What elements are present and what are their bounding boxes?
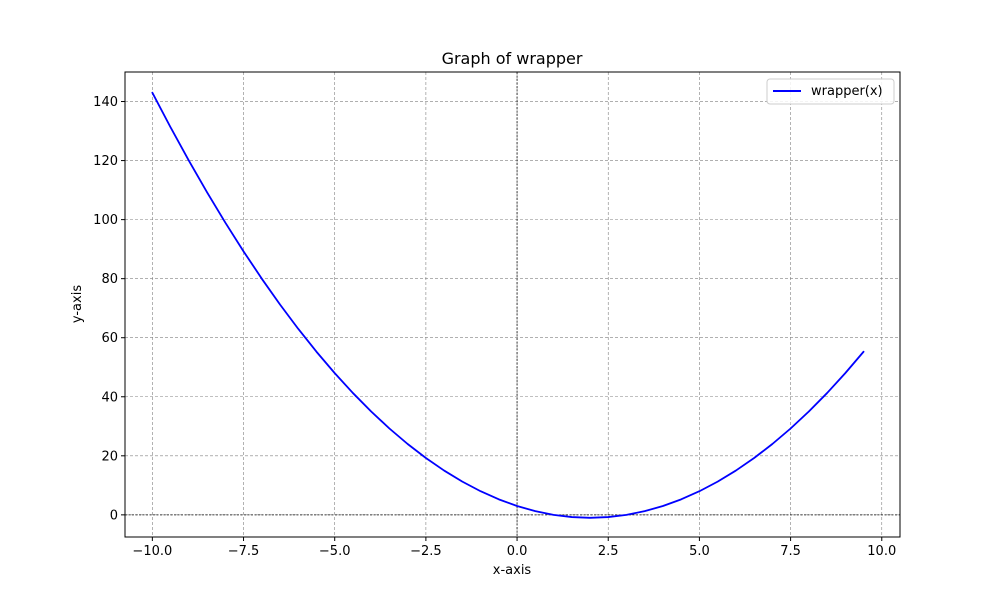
y-tick-label: 40	[101, 390, 118, 405]
y-tick-label: 0	[110, 508, 118, 523]
chart-title: Graph of wrapper	[442, 49, 583, 68]
y-tick-label: 100	[93, 213, 118, 228]
legend-box	[766, 78, 895, 105]
x-tick-label: −10.0	[132, 544, 172, 559]
y-tick-label: 80	[101, 272, 118, 287]
legend-label: wrapper(x)	[811, 84, 883, 99]
legend: wrapper(x)	[766, 78, 895, 105]
plot-area-frame	[124, 71, 901, 538]
reference-lines	[125, 72, 900, 537]
y-tick-label: 60	[101, 331, 118, 346]
x-tick-label: 7.5	[780, 544, 801, 559]
y-tick-label: 20	[101, 449, 118, 464]
x-tick-label: 5.0	[689, 544, 710, 559]
x-tick-label: 0.0	[507, 544, 528, 559]
y-axis-label: y-axis	[70, 285, 85, 323]
x-tick-label: −7.5	[228, 544, 260, 559]
x-tick-label: −2.5	[410, 544, 442, 559]
y-ticks: 0 20 40 60 80 100 120 140	[93, 95, 125, 523]
x-tick-label: −5.0	[319, 544, 351, 559]
y-tick-label: 120	[93, 154, 118, 169]
x-tick-label: 2.5	[598, 544, 619, 559]
x-axis-label: x-axis	[493, 563, 532, 578]
series-layer	[151, 91, 865, 519]
x-tick-label: 10.0	[867, 544, 896, 559]
x-ticks: −10.0 −7.5 −5.0 −2.5 0.0 2.5 5.0 7.5 10.0	[132, 537, 896, 559]
series-line	[151, 91, 865, 519]
y-tick-label: 140	[93, 95, 118, 110]
